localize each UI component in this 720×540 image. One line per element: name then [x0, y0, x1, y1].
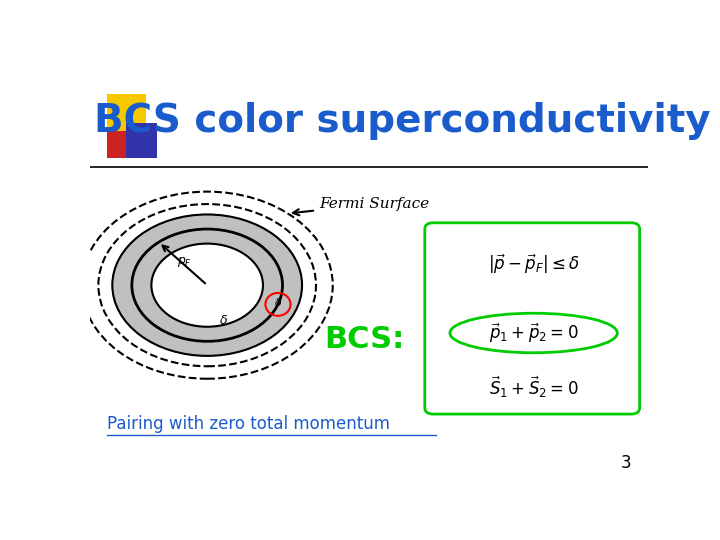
Text: BCS color superconductivity: BCS color superconductivity: [94, 102, 711, 140]
Text: BCS:: BCS:: [324, 325, 405, 354]
Text: $p_F$: $p_F$: [177, 255, 192, 269]
FancyBboxPatch shape: [126, 123, 157, 158]
Text: 3: 3: [621, 454, 631, 472]
Text: $\vec{p}_1 + \vec{p}_2 = 0$: $\vec{p}_1 + \vec{p}_2 = 0$: [489, 321, 578, 345]
Text: Fermi Surface: Fermi Surface: [293, 197, 429, 215]
Text: $\vec{S}_1 + \vec{S}_2 = 0$: $\vec{S}_1 + \vec{S}_2 = 0$: [489, 374, 578, 400]
FancyBboxPatch shape: [107, 131, 135, 158]
Text: $\delta$: $\delta$: [274, 296, 282, 308]
Polygon shape: [112, 214, 302, 356]
Text: $\delta$: $\delta$: [220, 314, 228, 327]
Text: Pairing with zero total momentum: Pairing with zero total momentum: [107, 415, 390, 434]
FancyBboxPatch shape: [107, 94, 145, 131]
Text: $|\vec{p} - \vec{p}_F| \leq \delta$: $|\vec{p} - \vec{p}_F| \leq \delta$: [487, 253, 580, 276]
